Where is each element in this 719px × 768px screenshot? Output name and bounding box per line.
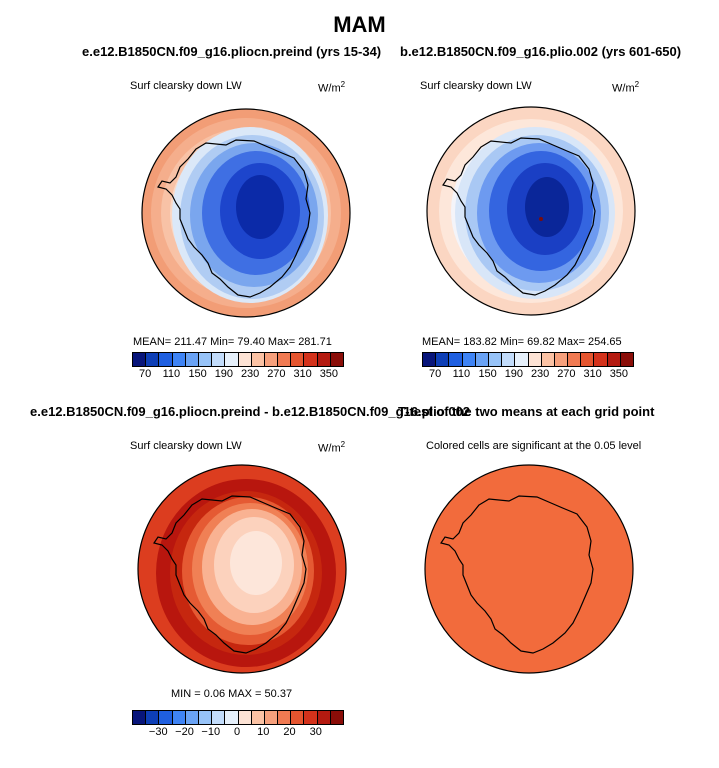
stats-plio: MEAN= 183.82 Min= 69.82 Max= 254.65 [422,336,622,348]
colorbar-plio-swatch [568,353,582,366]
colorbar-plio-swatch [449,353,463,366]
variable-label-plio: Surf clearsky down LW [420,80,532,92]
colorbar-preind-tick-label: 230 [240,368,260,380]
colorbar-plio-swatch [528,353,542,366]
units-label-plio: W/m2 [612,80,640,95]
colorbar-preind-swatch [212,353,226,366]
colorbar-preind-tick-label: 150 [188,368,207,380]
colorbar-plio-swatch [502,353,516,366]
colorbar-preind-swatch [198,353,213,366]
colorbar-plio-tick-label: 70 [429,368,442,380]
colorbar-preind-swatch [264,353,279,366]
panel-title-diff: e.e12.B1850CN.f09_g16.pliocn.preind - b.… [30,404,471,419]
colorbar-plio-swatch [462,353,476,366]
colorbar-preind-tick-label: 350 [319,368,339,380]
variable-label-diff: Surf clearsky down LW [130,440,242,452]
colorbar-diff-tick-label: −20 [175,726,194,738]
colorbar-preind-swatch [172,353,186,366]
colorbar-plio-tick-label: 350 [609,368,629,380]
colorbar-diff-swatch [133,711,147,724]
colorbar-preind-swatch [304,353,318,366]
panel-title-plio: b.e12.B1850CN.f09_g16.plio.002 (yrs 601-… [400,44,682,59]
colorbar-preind-swatch [317,353,331,366]
colorbar-preind [132,352,344,367]
colorbar-ticks-preind: 70 110 150 190 230 270 310 350 [132,368,344,382]
colorbar-plio-swatch [620,353,633,366]
colorbar-preind-swatch [133,353,147,366]
colorbar-plio-swatch [594,353,608,366]
colorbar-preind-swatch [159,353,173,366]
colorbar-plio-swatch [607,353,621,366]
colorbar-diff-swatch [185,711,199,724]
colorbar-preind-swatch [146,353,160,366]
colorbar-preind-tick-label: 70 [139,368,152,380]
colorbar-preind-swatch [185,353,199,366]
colorbar-diff-swatch [225,711,239,724]
colorbar-plio-swatch [423,353,437,366]
polar-map-diff [137,464,347,674]
colorbar-preind-swatch [278,353,292,366]
colorbar-plio-swatch [475,353,489,366]
colorbar-plio-tick-label: 110 [452,368,471,380]
colorbar-preind-swatch [225,353,239,366]
stats-diff: MIN = 0.06 MAX = 50.37 [171,688,293,700]
colorbar-diff-swatch [330,711,343,724]
colorbar-plio-swatch [488,353,503,366]
colorbar-diff-tick-label: 20 [283,726,296,738]
colorbar-diff-swatch [172,711,186,724]
colorbar-diff-swatch [251,711,265,724]
units-label-diff: W/m2 [318,440,346,455]
variable-label-ttest: Colored cells are significant at the 0.0… [426,440,642,452]
colorbar-diff-tick-label: 0 [233,726,241,738]
colorbar-plio [422,352,634,367]
colorbar-diff-swatch [304,711,318,724]
colorbar-plio-swatch [515,353,529,366]
colorbar-diff-tick-label: −30 [148,726,168,738]
colorbar-diff-swatch [264,711,279,724]
colorbar-preind-tick-label: 190 [214,368,234,380]
polar-map-plio [426,106,636,316]
colorbar-plio-tick-label: 270 [557,368,576,380]
polar-map-ttest [424,464,634,674]
colorbar-preind-tick-label: 270 [267,368,286,380]
colorbar-preind-swatch [251,353,265,366]
colorbar-diff-swatch [238,711,252,724]
stats-preind: MEAN= 211.47 Min= 79.40 Max= 281.71 [133,336,332,348]
colorbar-diff-tick-label: 30 [309,726,322,738]
colorbar-preind-tick-label: 310 [293,368,312,380]
colorbar-preind-swatch [330,353,343,366]
panel-title-ttest: T-test of the two means at each grid poi… [398,404,655,419]
variable-label-preind: Surf clearsky down LW [130,80,242,92]
colorbar-diff-swatch [198,711,213,724]
colorbar-diff [132,710,344,725]
colorbar-plio-swatch [541,353,555,366]
units-label-preind: W/m2 [318,80,346,95]
colorbar-ticks-plio: 70 110 150 190 230 270 310 350 [422,368,634,382]
colorbar-ticks-diff: −30 −20 −10 0 10 20 30 [132,726,344,740]
colorbar-plio-swatch [436,353,450,366]
colorbar-plio-tick-label: 230 [530,368,550,380]
colorbar-diff-swatch [278,711,292,724]
colorbar-preind-swatch [291,353,305,366]
polar-map-preind [141,108,351,318]
colorbar-diff-swatch [212,711,226,724]
colorbar-plio-tick-label: 150 [478,368,497,380]
colorbar-diff-tick-label: 10 [257,726,270,738]
colorbar-diff-tick-label: −10 [201,726,221,738]
colorbar-diff-swatch [291,711,305,724]
colorbar-diff-swatch [146,711,160,724]
colorbar-plio-swatch [554,353,569,366]
colorbar-plio-swatch [581,353,595,366]
colorbar-preind-swatch [238,353,252,366]
colorbar-plio-tick-label: 190 [504,368,524,380]
colorbar-diff-swatch [317,711,331,724]
panel-title-preind: e.e12.B1850CN.f09_g16.pliocn.preind (yrs… [82,44,382,59]
colorbar-preind-tick-label: 110 [162,368,181,380]
colorbar-plio-tick-label: 310 [583,368,602,380]
main-title: MAM [333,12,386,37]
colorbar-diff-swatch [159,711,173,724]
